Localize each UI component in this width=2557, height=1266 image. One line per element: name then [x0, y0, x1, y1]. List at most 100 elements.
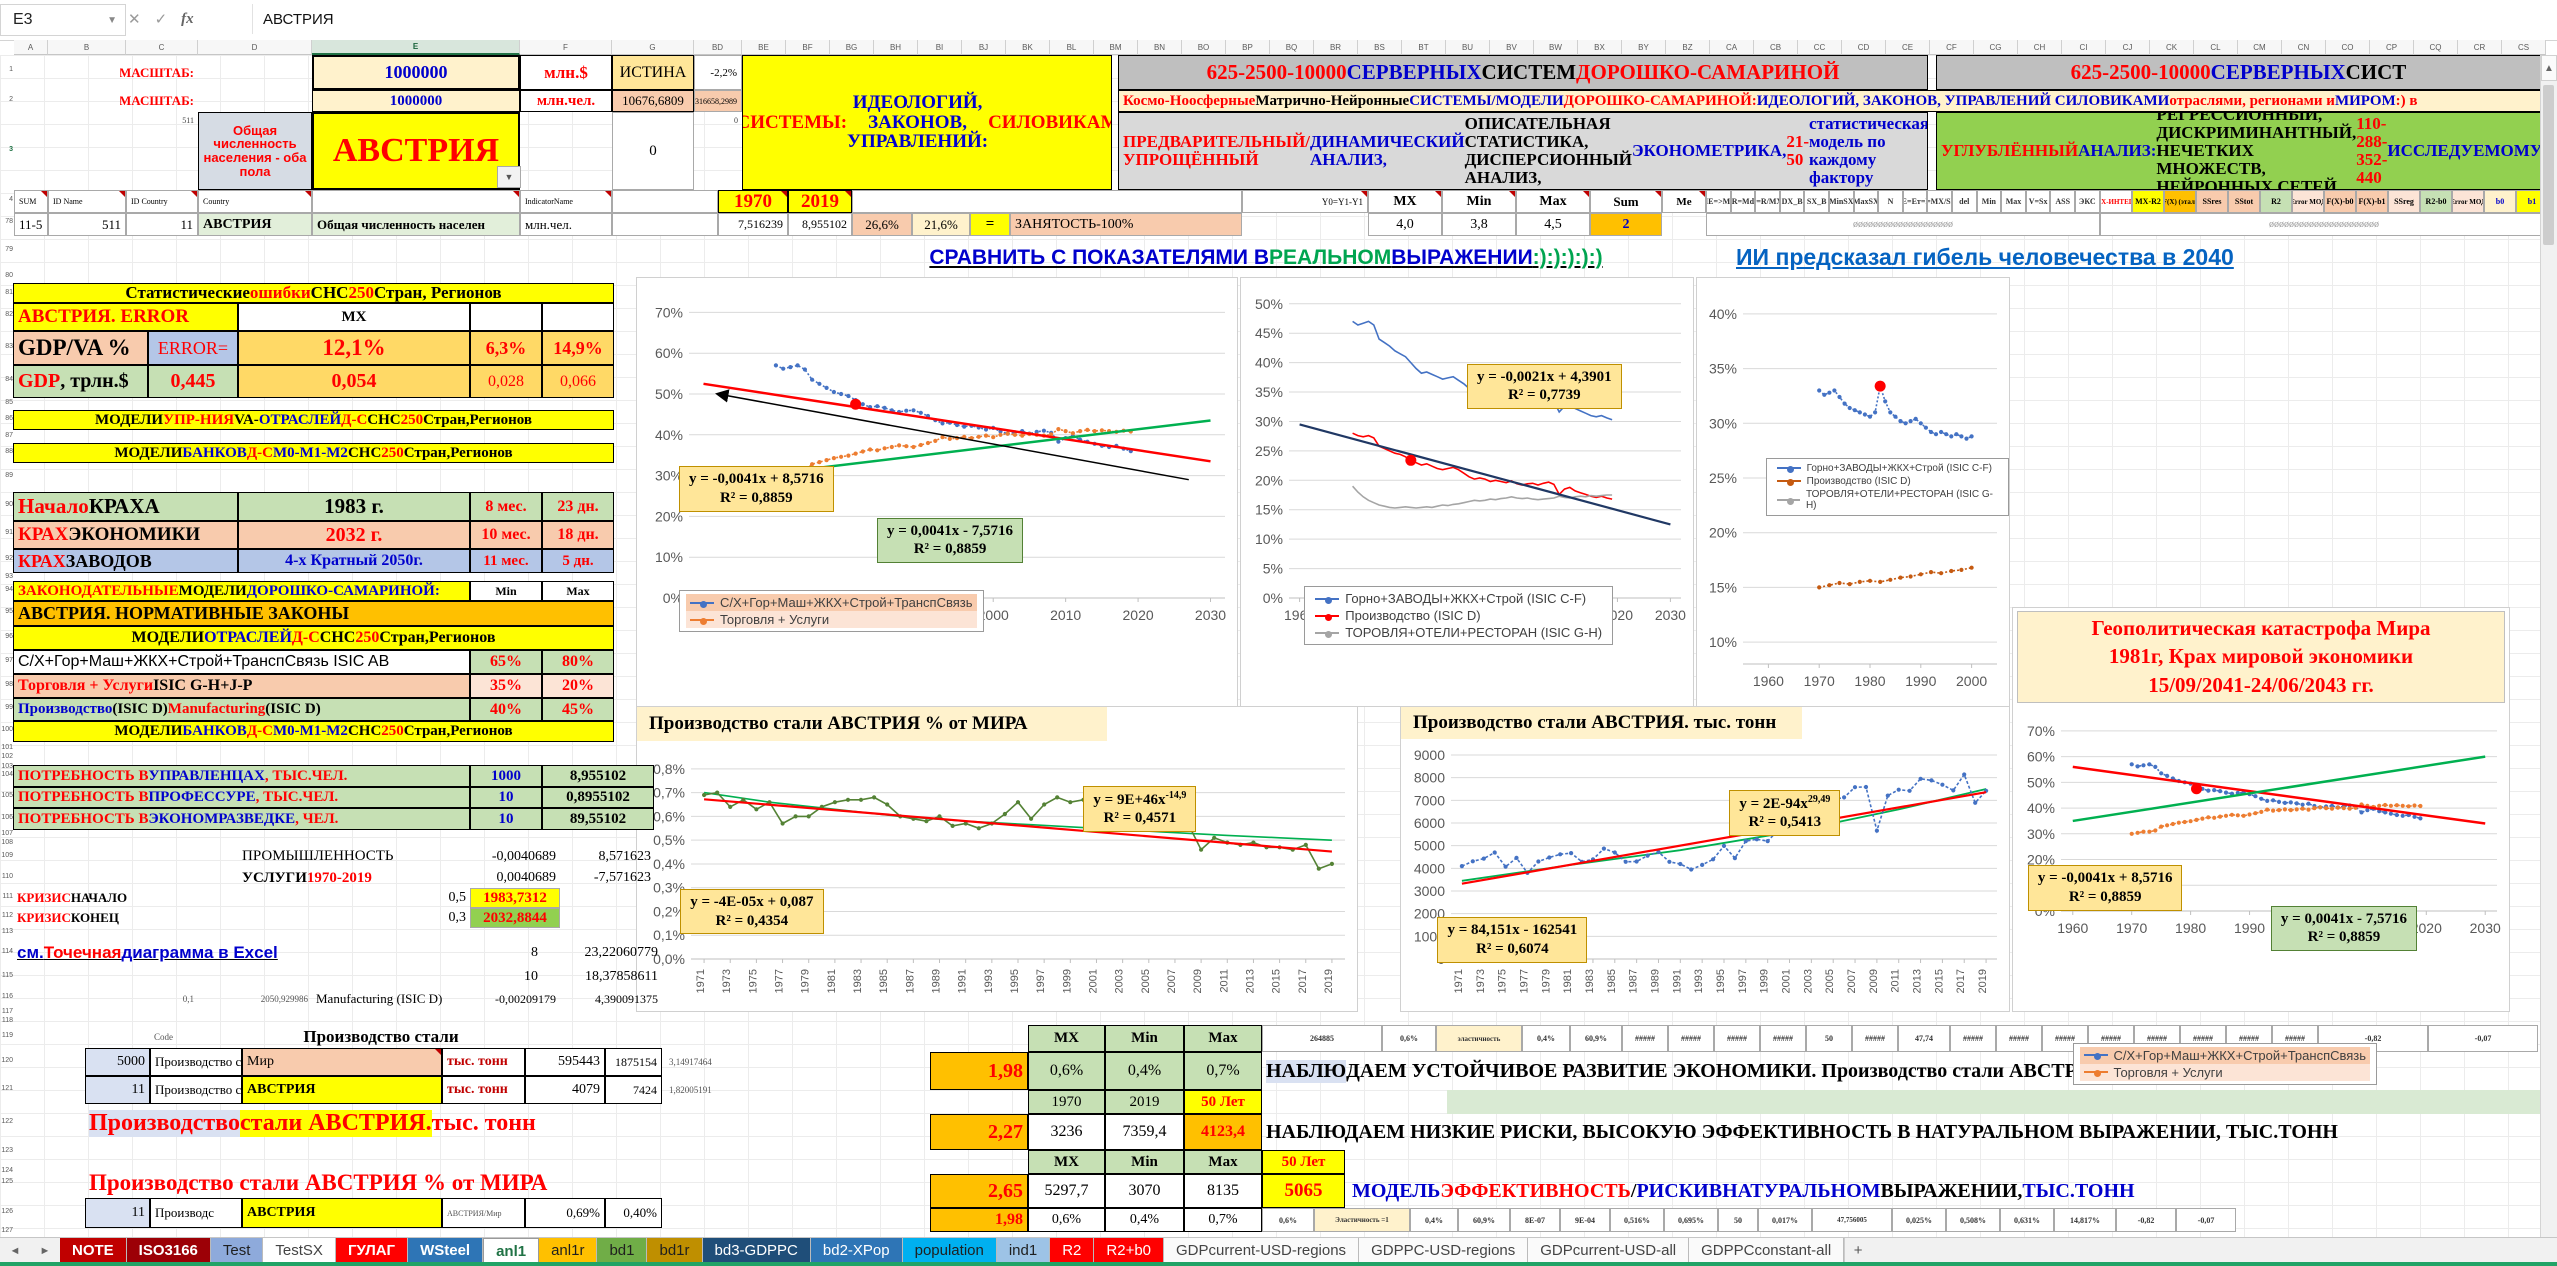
scroll-up-icon[interactable]: ▲: [2541, 55, 2557, 81]
scatter-link[interactable]: см. Точечная диаграмма в Excel: [17, 943, 278, 962]
column-header-CE[interactable]: CE: [1886, 40, 1930, 55]
row-header-84[interactable]: 84: [5, 376, 13, 383]
row-header-103[interactable]: 103: [1, 763, 13, 770]
row-header-82[interactable]: 82: [5, 311, 13, 318]
sheet-tab-R2+b0[interactable]: R2+b0: [1094, 1238, 1165, 1263]
column-header-CI[interactable]: CI: [2062, 40, 2106, 55]
row-header-100[interactable]: 100: [1, 726, 13, 733]
column-header-BR[interactable]: BR: [1314, 40, 1358, 55]
column-header-BJ[interactable]: BJ: [962, 40, 1006, 55]
row-header-85[interactable]: 85: [5, 399, 13, 406]
row-header-112[interactable]: 112: [1, 912, 13, 919]
column-header-CH[interactable]: CH: [2018, 40, 2062, 55]
column-header-BQ[interactable]: BQ: [1270, 40, 1314, 55]
row-header-83[interactable]: 83: [5, 343, 13, 350]
row-header-90[interactable]: 90: [5, 501, 13, 508]
column-header-CC[interactable]: CC: [1798, 40, 1842, 55]
column-header-CR[interactable]: CR: [2458, 40, 2502, 55]
sheet-tab-bd3-GDPPC[interactable]: bd3-GDPPC: [702, 1238, 811, 1263]
fx-icon[interactable]: fx: [181, 10, 194, 27]
sheet-tab-ISO3166[interactable]: ISO3166: [126, 1238, 211, 1263]
row-header-2[interactable]: 2: [9, 96, 13, 103]
row-header-116[interactable]: 116: [1, 993, 13, 1000]
tab-nav-left-icon[interactable]: ◄: [9, 1244, 21, 1257]
row-header-86[interactable]: 86: [5, 415, 13, 422]
row-header-114[interactable]: 114: [1, 948, 13, 955]
sheet-tab-WSteel[interactable]: WSteel: [408, 1238, 484, 1263]
row-header-95[interactable]: 95: [5, 608, 13, 615]
row-header-113[interactable]: 113: [1, 928, 13, 935]
sheet-tab-TestSX[interactable]: TestSX: [263, 1238, 336, 1263]
scrollbar-thumb[interactable]: [2543, 85, 2554, 245]
row-header-111[interactable]: 111: [2, 893, 13, 900]
column-header-CL[interactable]: CL: [2194, 40, 2238, 55]
formula-input[interactable]: АВСТРИЯ: [252, 4, 2547, 34]
row-header-120[interactable]: 120: [1, 1057, 13, 1064]
sheet-tab-GDPcurrent-USD-all[interactable]: GDPcurrent-USD-all: [1528, 1238, 1690, 1263]
row-header-3[interactable]: 3: [9, 146, 13, 153]
column-header-BP[interactable]: BP: [1226, 40, 1270, 55]
name-box-dropdown-icon[interactable]: ▼: [107, 14, 117, 26]
column-header-CP[interactable]: CP: [2370, 40, 2414, 55]
row-header-108[interactable]: 108: [1, 839, 13, 846]
column-header-CO[interactable]: CO: [2326, 40, 2370, 55]
column-header-BZ[interactable]: BZ: [1666, 40, 1710, 55]
sheet-tab-Test[interactable]: Test: [210, 1238, 264, 1263]
column-header-B[interactable]: B: [48, 40, 126, 55]
column-header-CG[interactable]: CG: [1974, 40, 2018, 55]
row-header-87[interactable]: 87: [5, 432, 13, 439]
sheet-tab-GDPPCconstant-all[interactable]: GDPPCconstant-all: [1689, 1238, 1845, 1263]
row-header-118[interactable]: 118: [1, 1017, 13, 1024]
row-header-107[interactable]: 107: [1, 830, 13, 837]
row-header-119[interactable]: 119: [1, 1032, 13, 1039]
column-header-BL[interactable]: BL: [1050, 40, 1094, 55]
column-header-BU[interactable]: BU: [1446, 40, 1490, 55]
column-header-BS[interactable]: BS: [1358, 40, 1402, 55]
row-header-102[interactable]: 102: [1, 753, 13, 760]
row-header-123[interactable]: 123: [1, 1147, 13, 1154]
row-header-127[interactable]: 127: [1, 1227, 13, 1234]
column-header-CM[interactable]: CM: [2238, 40, 2282, 55]
column-header-BW[interactable]: BW: [1534, 40, 1578, 55]
column-header-D[interactable]: D: [198, 40, 312, 55]
column-header-CJ[interactable]: CJ: [2106, 40, 2150, 55]
column-header-G[interactable]: G: [612, 40, 694, 55]
row-header-124[interactable]: 124: [1, 1167, 13, 1174]
row-header-80[interactable]: 80: [5, 272, 13, 279]
row-header-121[interactable]: 121: [1, 1085, 13, 1092]
row-header-105[interactable]: 105: [1, 792, 13, 799]
sheet-tab-bd1[interactable]: bd1: [597, 1238, 648, 1263]
ai-prediction-link[interactable]: ИИ предсказал гибель человечества в 2040: [1736, 243, 2234, 270]
column-header-BI[interactable]: BI: [918, 40, 962, 55]
sheet-tab-anl1r[interactable]: anl1r: [539, 1238, 598, 1263]
row-header-79[interactable]: 79: [5, 246, 13, 253]
column-header-CD[interactable]: CD: [1842, 40, 1886, 55]
sheet-tab-GDPPC-USD-regions[interactable]: GDPPC-USD-regions: [1359, 1238, 1529, 1263]
sheet-tab-anl1[interactable]: anl1: [483, 1238, 540, 1263]
sheet-tab-GDPcurrent-USD-regions[interactable]: GDPcurrent-USD-regions: [1164, 1238, 1360, 1263]
row-header-106[interactable]: 106: [1, 814, 13, 821]
column-header-F[interactable]: F: [520, 40, 612, 55]
row-header-93[interactable]: 93: [5, 573, 13, 580]
column-header-BN[interactable]: BN: [1138, 40, 1182, 55]
row-header-1[interactable]: 1: [9, 66, 13, 73]
column-header-CK[interactable]: CK: [2150, 40, 2194, 55]
column-header-BX[interactable]: BX: [1578, 40, 1622, 55]
column-header-BF[interactable]: BF: [786, 40, 830, 55]
row-header-4[interactable]: 4: [9, 196, 13, 203]
column-header-CQ[interactable]: CQ: [2414, 40, 2458, 55]
row-header-97[interactable]: 97: [5, 657, 13, 664]
row-header-92[interactable]: 92: [5, 555, 13, 562]
row-header-89[interactable]: 89: [5, 472, 13, 479]
column-header-BH[interactable]: BH: [874, 40, 918, 55]
filter-dropdown[interactable]: ▼: [497, 166, 521, 188]
column-header-BY[interactable]: BY: [1622, 40, 1666, 55]
column-header-BT[interactable]: BT: [1402, 40, 1446, 55]
row-header-122[interactable]: 122: [1, 1118, 13, 1125]
row-header-98[interactable]: 98: [5, 681, 13, 688]
row-header-99[interactable]: 99: [5, 704, 13, 711]
column-header-A[interactable]: A: [14, 40, 48, 55]
column-header-C[interactable]: C: [126, 40, 198, 55]
row-header-110[interactable]: 110: [1, 873, 13, 880]
add-sheet-icon[interactable]: +: [1844, 1238, 1871, 1263]
